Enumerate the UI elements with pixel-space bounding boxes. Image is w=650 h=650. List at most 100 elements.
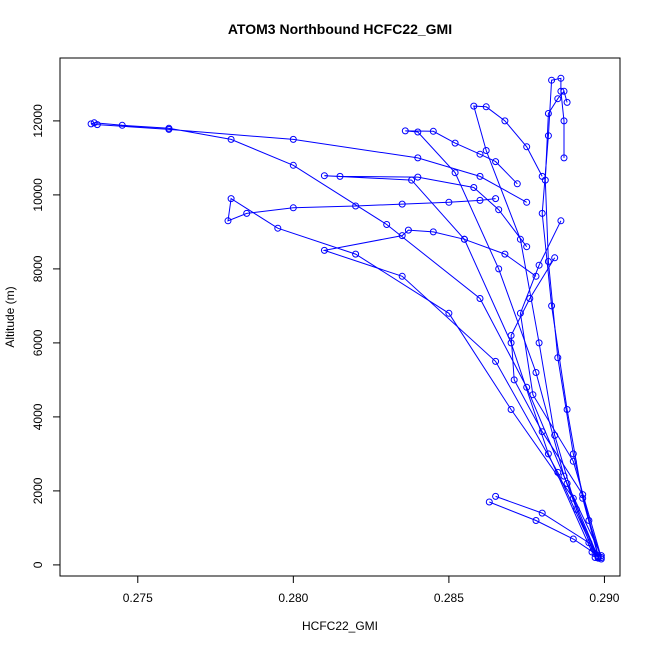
data-point bbox=[118, 121, 126, 129]
data-point bbox=[451, 169, 459, 177]
data-point bbox=[557, 74, 565, 82]
data-point bbox=[538, 428, 546, 436]
y-tick-label: 8000 bbox=[31, 255, 45, 282]
data-point bbox=[560, 87, 568, 95]
data-point bbox=[492, 492, 500, 500]
x-axis: 0.275 0.280 0.285 0.290 bbox=[123, 575, 620, 605]
data-point bbox=[445, 309, 453, 317]
data-point bbox=[445, 198, 453, 206]
y-tick-label: 0 bbox=[31, 561, 45, 568]
data-point bbox=[320, 172, 328, 180]
data-point bbox=[516, 235, 524, 243]
data-point bbox=[404, 226, 412, 234]
data-point bbox=[569, 535, 577, 543]
data-point bbox=[501, 250, 509, 258]
data-point bbox=[243, 209, 251, 217]
data-point bbox=[541, 176, 549, 184]
data-point bbox=[492, 195, 500, 203]
data-point bbox=[538, 509, 546, 517]
data-point bbox=[320, 246, 328, 254]
data-point bbox=[501, 117, 509, 125]
data-point bbox=[523, 243, 531, 251]
data-point bbox=[597, 554, 605, 561]
data-point bbox=[548, 302, 556, 310]
data-point bbox=[569, 457, 577, 465]
data-point bbox=[523, 198, 531, 206]
data-point bbox=[507, 406, 515, 413]
data-point bbox=[289, 204, 297, 212]
data-point bbox=[572, 505, 580, 513]
x-tick-label: 0.275 bbox=[123, 591, 153, 605]
data-point bbox=[544, 132, 552, 140]
series-line bbox=[495, 220, 602, 558]
series-profile-8 bbox=[541, 87, 605, 563]
data-point bbox=[560, 117, 568, 125]
chart-title: ATOM3 Northbound HCFC22_GMI bbox=[228, 21, 452, 37]
data-point bbox=[470, 102, 478, 110]
series-line bbox=[544, 90, 602, 560]
data-point bbox=[429, 228, 437, 236]
data-point bbox=[557, 217, 565, 225]
data-point bbox=[563, 98, 571, 106]
data-point bbox=[569, 450, 577, 458]
data-point bbox=[398, 232, 406, 240]
data-point bbox=[165, 125, 173, 133]
data-point bbox=[289, 135, 297, 143]
data-point bbox=[476, 196, 484, 204]
data-point bbox=[544, 450, 552, 458]
x-tick-label: 0.285 bbox=[434, 591, 464, 605]
series-line bbox=[473, 105, 599, 559]
data-point bbox=[554, 95, 562, 103]
series-line bbox=[322, 229, 596, 555]
data-point bbox=[544, 258, 552, 265]
data-point bbox=[476, 150, 484, 158]
x-axis-label: HCFC22_GMI bbox=[302, 619, 378, 633]
series-line bbox=[227, 197, 599, 558]
data-point bbox=[482, 103, 490, 111]
data-point bbox=[554, 354, 562, 362]
data-point bbox=[414, 154, 422, 162]
data-point bbox=[460, 235, 468, 243]
data-point bbox=[408, 176, 416, 184]
series-profile-5 bbox=[401, 127, 599, 561]
series-line bbox=[541, 77, 599, 557]
series-profile-3 bbox=[87, 119, 605, 560]
series-line bbox=[489, 257, 600, 557]
data-point bbox=[495, 206, 503, 214]
y-tick-label: 2000 bbox=[31, 477, 45, 504]
data-point bbox=[352, 250, 360, 258]
data-point bbox=[482, 147, 490, 154]
data-point bbox=[585, 539, 593, 547]
data-point bbox=[429, 127, 437, 135]
data-point bbox=[352, 202, 360, 210]
data-point bbox=[510, 376, 518, 384]
series-line bbox=[90, 122, 602, 556]
data-point bbox=[274, 224, 282, 232]
y-axis: 0 2000 4000 6000 8000 10000 12000 bbox=[31, 104, 61, 568]
series-profile-4 bbox=[320, 172, 596, 556]
series-layer bbox=[87, 74, 605, 563]
data-point bbox=[523, 143, 531, 151]
data-point bbox=[507, 332, 515, 339]
series-line bbox=[324, 175, 593, 553]
data-point bbox=[227, 195, 235, 203]
data-point bbox=[548, 76, 556, 84]
data-point bbox=[532, 369, 540, 376]
data-point bbox=[414, 173, 422, 181]
y-axis-label: Altitude (m) bbox=[3, 286, 17, 347]
data-point bbox=[535, 339, 543, 347]
x-tick-label: 0.290 bbox=[589, 591, 619, 605]
data-point bbox=[579, 491, 587, 499]
data-point bbox=[563, 480, 571, 487]
x-tick-label: 0.280 bbox=[278, 591, 308, 605]
data-point bbox=[492, 357, 500, 365]
data-point bbox=[401, 127, 409, 135]
data-point bbox=[227, 135, 235, 143]
data-point bbox=[516, 309, 524, 317]
data-point bbox=[451, 139, 459, 147]
data-point bbox=[560, 154, 568, 162]
data-point bbox=[551, 254, 559, 262]
data-point bbox=[476, 295, 484, 302]
series-profile-2 bbox=[320, 226, 599, 558]
